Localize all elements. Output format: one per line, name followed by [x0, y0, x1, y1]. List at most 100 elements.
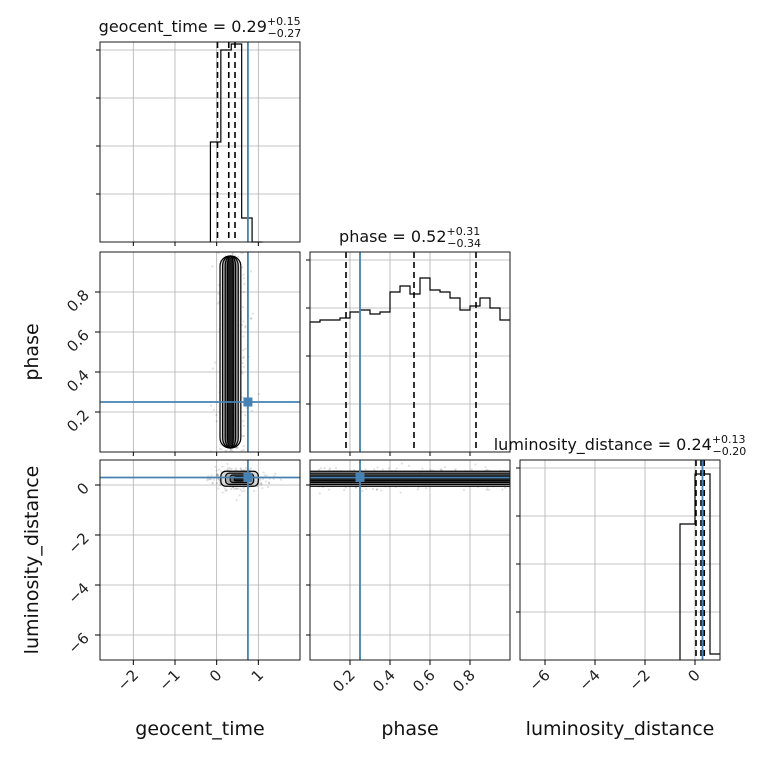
density-geocent_time-phase — [209, 252, 260, 452]
x-axis-label-luminosity_distance: luminosity_distance — [526, 718, 715, 740]
sample-point — [233, 488, 236, 491]
x-tick-label: 0.2 — [329, 666, 359, 696]
sample-point — [241, 306, 245, 309]
density-contour — [226, 255, 234, 449]
grid-lines — [520, 460, 720, 660]
y-axis-label-luminosity_distance: luminosity_distance — [21, 466, 43, 655]
sample-point — [240, 449, 243, 452]
y-tick-label: 0.4 — [63, 366, 93, 396]
histogram-phase — [309, 277, 510, 452]
sample-point — [487, 488, 491, 492]
sample-point — [217, 292, 220, 295]
x-tick-label: −6 — [525, 666, 553, 694]
diag-title-luminosity_distance: luminosity_distance = 0.24+0.13 −0.20 — [494, 433, 747, 458]
sample-point — [344, 486, 347, 489]
sample-point — [236, 255, 240, 258]
sample-point — [265, 474, 268, 478]
sample-point — [212, 478, 215, 481]
sample-point — [407, 464, 410, 467]
sample-point — [242, 320, 245, 323]
sample-point — [215, 481, 219, 485]
y-tick-label: 0.2 — [63, 406, 93, 436]
sample-point — [262, 471, 265, 474]
sample-point — [215, 473, 219, 476]
sample-point — [218, 447, 221, 450]
sample-point — [217, 478, 220, 481]
sample-point — [236, 446, 239, 449]
sample-point — [365, 488, 368, 491]
sample-point — [209, 404, 213, 407]
sample-point — [241, 349, 245, 352]
sample-point — [241, 361, 244, 364]
sample-point — [380, 489, 383, 492]
sample-point — [215, 420, 218, 423]
panel-frame — [99, 41, 301, 243]
sample-point — [241, 490, 244, 493]
sample-point — [214, 465, 217, 468]
sample-point — [215, 413, 218, 417]
sample-point — [210, 474, 213, 477]
sample-point — [231, 253, 234, 256]
sample-point — [221, 491, 224, 494]
sample-point — [237, 487, 240, 490]
sample-point — [261, 487, 264, 490]
sample-point — [425, 487, 428, 490]
sample-point — [242, 273, 245, 276]
sample-point — [249, 317, 253, 320]
sample-point — [248, 468, 251, 471]
truth-point — [355, 473, 365, 482]
sample-point — [228, 467, 231, 470]
sample-point — [244, 325, 247, 328]
x-tick-label: 0.8 — [449, 666, 479, 696]
x-axis-label-phase: phase — [381, 718, 438, 740]
sample-point — [242, 356, 245, 360]
sample-point — [429, 468, 432, 471]
x-tick-label: 0 — [206, 666, 225, 685]
sample-point — [279, 478, 283, 481]
sample-point — [387, 467, 390, 470]
sample-point — [239, 467, 242, 470]
sample-point — [329, 467, 332, 470]
truth-point — [243, 473, 253, 482]
sample-point — [264, 480, 268, 483]
sample-point — [328, 488, 331, 491]
y-tick-label: −4 — [64, 579, 92, 607]
sample-point — [232, 486, 235, 489]
sample-point — [486, 487, 489, 490]
x-tick-label: −1 — [155, 666, 183, 694]
grid-lines — [100, 42, 300, 242]
sample-point — [260, 482, 263, 485]
sample-point — [212, 367, 215, 370]
x-tick-label: −2 — [114, 666, 142, 694]
sample-point — [224, 487, 227, 490]
sample-point — [221, 465, 224, 468]
sample-point — [226, 467, 229, 470]
sample-point — [259, 478, 262, 481]
sample-point — [242, 335, 245, 338]
y-tick-label: 0 — [73, 479, 92, 498]
sample-point — [235, 487, 238, 490]
sample-point — [381, 468, 384, 471]
sample-point — [244, 347, 247, 350]
sample-point — [216, 302, 220, 305]
sample-point — [242, 449, 245, 452]
panel-frame — [309, 459, 511, 661]
sample-point — [249, 467, 253, 470]
sample-point — [219, 470, 223, 473]
sample-point — [250, 317, 253, 320]
sample-point — [375, 488, 379, 491]
sample-point — [243, 489, 246, 492]
sample-point — [242, 277, 245, 280]
sample-point — [208, 478, 211, 481]
sample-point — [484, 465, 487, 469]
sample-point — [244, 466, 247, 470]
sample-point — [226, 462, 229, 465]
x-tick-label: −4 — [575, 666, 603, 694]
sample-point — [235, 498, 238, 502]
sample-point — [241, 266, 244, 269]
sample-point — [216, 473, 219, 476]
sample-point — [416, 488, 419, 491]
sample-point — [242, 444, 245, 448]
sample-point — [231, 252, 234, 255]
sample-point — [263, 474, 266, 477]
